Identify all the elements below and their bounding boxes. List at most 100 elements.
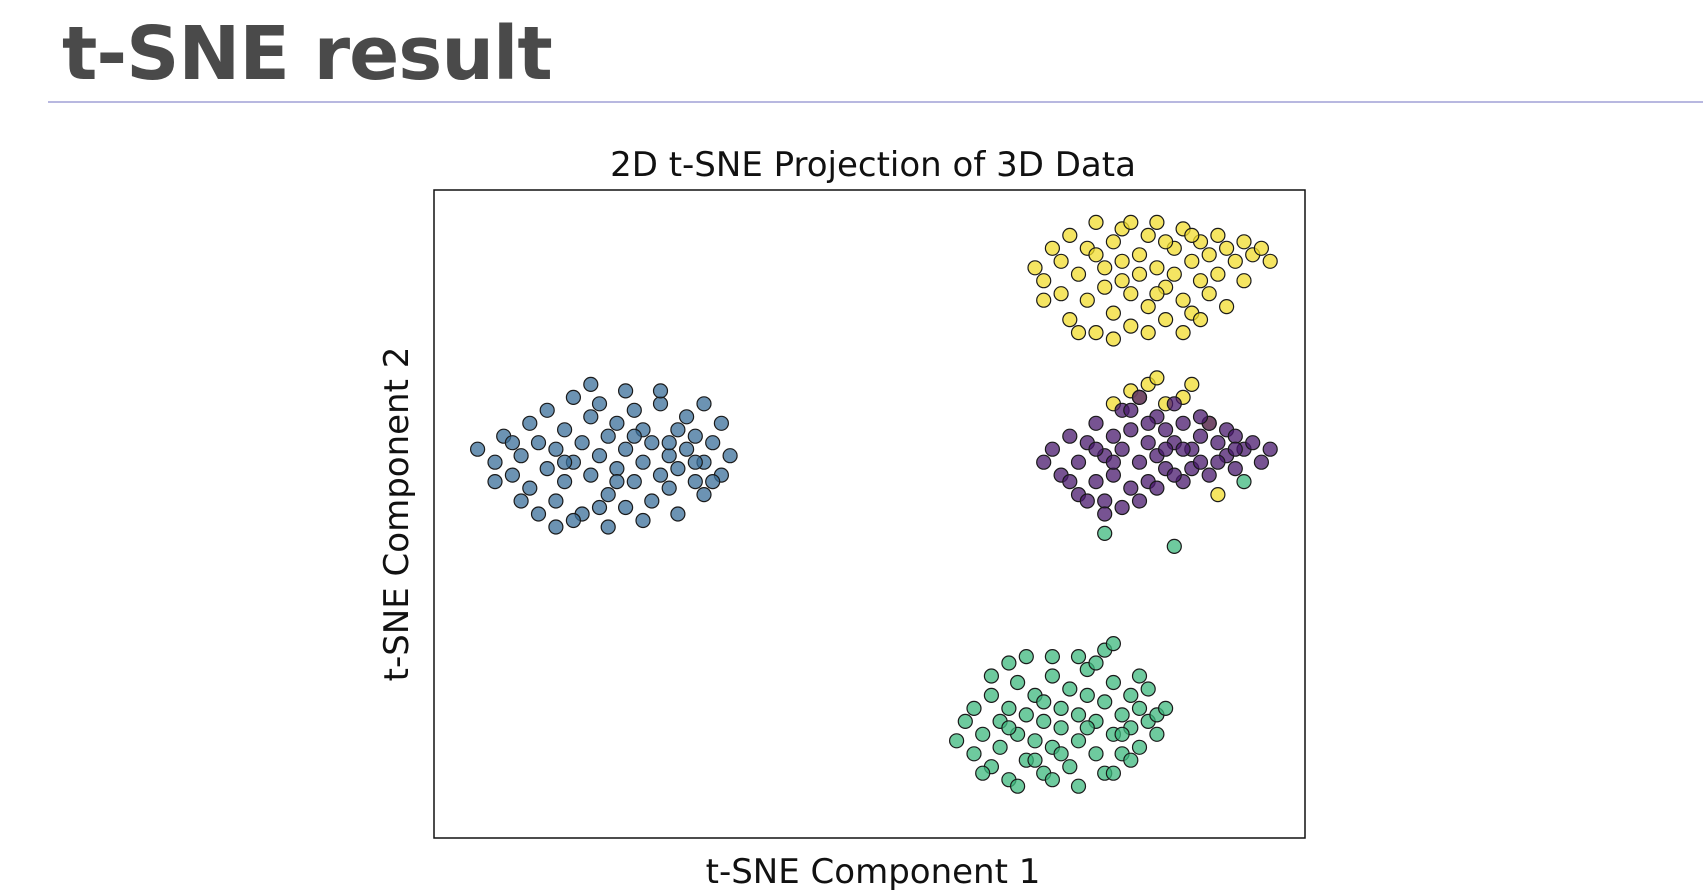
data-point [678,441,695,457]
data-point [1166,467,1182,483]
data-point [1105,454,1122,470]
data-point [1001,700,1017,717]
data-point [1184,376,1200,392]
data-point [1070,325,1087,341]
data-point [609,415,625,431]
data-point [1201,286,1217,302]
data-point [626,474,642,490]
data-point [1079,720,1095,736]
data-point [1088,214,1104,230]
data-point [1149,370,1165,386]
data-point [1175,325,1191,341]
data-point [1036,454,1052,470]
data-point [1131,739,1148,755]
data-point [661,448,677,464]
data-point [1218,299,1235,315]
data-point [1236,474,1252,490]
data-point [1227,253,1243,269]
data-point [687,474,703,490]
y-axis-label: t-SNE Component 2 [377,347,417,682]
data-point [1044,668,1061,684]
data-point [1131,454,1148,470]
data-point [1210,454,1226,470]
data-point [644,493,660,509]
data-point [705,435,721,451]
data-point [1192,409,1209,425]
data-point [1140,325,1156,341]
data-point [948,733,965,749]
data-point [617,499,634,516]
data-point [1044,240,1061,256]
data-point [1079,292,1095,308]
data-point [1036,694,1052,710]
data-point [1105,467,1122,483]
data-point [1097,525,1113,542]
data-point [1262,441,1278,457]
data-point [983,668,1000,684]
data-point [626,428,642,444]
data-point [1192,273,1209,289]
data-point [992,739,1008,755]
data-point [1062,312,1078,328]
data-point [1088,655,1104,671]
data-point [1088,247,1104,263]
data-point [1088,474,1104,490]
data-point [1088,325,1104,341]
data-point [678,409,695,425]
data-point [661,435,677,451]
data-point [696,487,712,503]
data-point [1149,214,1165,230]
data-point [696,396,712,412]
data-point [626,402,642,418]
data-point [957,713,973,730]
data-point [1140,299,1156,315]
data-point [548,441,564,457]
data-point [1192,312,1209,328]
data-point [1166,538,1182,555]
data-point [1062,428,1078,444]
data-point [513,493,529,509]
data-point [1053,720,1069,736]
data-point [1157,700,1174,717]
data-point [1262,253,1278,269]
data-point [1166,396,1182,412]
data-point [591,499,608,516]
data-point [1131,247,1148,263]
data-point [600,519,616,535]
data-point [644,435,660,451]
data-point [1140,415,1156,431]
data-point [670,506,686,522]
data-point [548,493,564,509]
data-point [1070,707,1087,723]
data-point [1062,681,1078,697]
data-point [1201,247,1217,263]
data-point [1157,234,1174,250]
data-point [1149,480,1165,496]
data-point [1123,480,1139,496]
data-point [1062,474,1078,490]
data-point [1218,240,1235,256]
data-point [1236,234,1252,250]
slide-title: t-SNE result [62,11,553,97]
data-point [975,765,991,781]
data-point [1053,700,1069,717]
data-point [583,376,599,392]
data-point [1175,292,1191,308]
data-point [583,467,599,483]
data-point [591,396,608,412]
data-point [1253,240,1270,256]
data-point [1210,266,1226,282]
data-point [1079,493,1095,509]
data-point [1245,435,1261,451]
data-point [1105,635,1122,652]
data-point [556,454,573,470]
data-point [1105,674,1122,691]
data-point [522,480,538,496]
data-point [1123,402,1139,418]
data-point [1027,260,1043,276]
data-point [1131,493,1148,509]
data-point [1079,687,1095,704]
data-point [1149,726,1165,742]
data-point [1114,499,1130,516]
